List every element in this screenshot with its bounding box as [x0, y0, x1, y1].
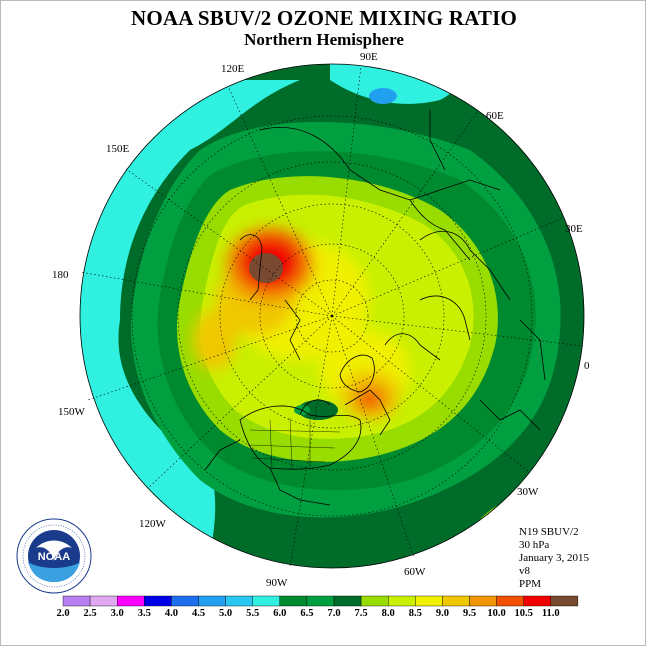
color-tick-label: 11.0	[541, 608, 560, 619]
color-swatch	[388, 595, 416, 607]
color-tick-label: 9.5	[462, 608, 477, 619]
lon-label-90w: 90W	[266, 577, 288, 589]
lon-label-90e: 90E	[360, 51, 378, 63]
color-swatch	[89, 595, 118, 607]
color-tick-label: 5.5	[246, 608, 260, 619]
color-swatch	[144, 595, 172, 607]
color-swatch	[225, 595, 253, 607]
info-block: N19 SBUV/2 30 hPa January 3, 2015 v8 PPM	[519, 526, 589, 591]
color-tick-label: 3.0	[110, 608, 124, 619]
color-swatch	[333, 595, 362, 607]
color-swatch	[469, 595, 497, 607]
lon-label-60w: 60W	[404, 566, 426, 578]
color-swatch	[360, 595, 389, 607]
color-tick-label: 6.0	[273, 608, 287, 619]
map-subtitle: Northern Hemisphere	[244, 30, 404, 49]
color-tick-label: 4.0	[164, 608, 178, 619]
noaa-logo: NOAA	[16, 518, 92, 594]
lon-label-150w: 150W	[58, 406, 85, 418]
color-tick-label: 4.5	[191, 608, 206, 619]
lon-label-30e: 30E	[565, 223, 583, 235]
field-max-spot	[249, 253, 283, 283]
color-tick-label: 10.0	[487, 608, 506, 619]
coastlines	[204, 110, 546, 506]
color-tick-label: 9.0	[435, 608, 449, 619]
lon-label-150e: 150E	[106, 143, 130, 155]
color-swatch	[496, 595, 524, 607]
color-swatch	[442, 595, 470, 607]
info-level: 30 hPa	[519, 539, 550, 551]
color-tick-label: 3.5	[137, 608, 151, 619]
color-tick-label: 7.5	[354, 608, 368, 619]
color-tick-label: 6.5	[300, 608, 314, 619]
info-version: v8	[519, 565, 530, 577]
color-tick-label: 2.5	[83, 608, 97, 619]
map-title: NOAA SBUV/2 OZONE MIXING RATIO	[131, 6, 517, 30]
lon-label-60e: 60E	[486, 110, 504, 122]
color-swatch	[550, 595, 579, 607]
color-swatch	[415, 595, 443, 607]
field-blue-spot	[369, 88, 397, 104]
color-swatch	[306, 595, 335, 607]
info-satellite: N19 SBUV/2	[519, 526, 579, 538]
color-tick-label: 8.5	[408, 608, 422, 619]
color-swatch	[62, 595, 91, 607]
color-swatch	[523, 595, 552, 607]
info-units: PPM	[519, 578, 542, 590]
color-tick-label: 10.5	[514, 608, 533, 619]
color-tick-label: 5.0	[219, 608, 233, 619]
lon-label-0: 0	[584, 360, 590, 372]
info-date: January 3, 2015	[519, 552, 589, 564]
lon-label-120e: 120E	[221, 63, 245, 75]
field-dark-spot-hudson	[298, 400, 338, 420]
lon-label-120w: 120W	[139, 518, 166, 530]
state-borders	[247, 417, 341, 471]
graticule	[79, 65, 584, 567]
logo-text: NOAA	[38, 551, 70, 563]
color-swatch	[116, 595, 145, 607]
color-tick-label: 8.0	[381, 608, 395, 619]
lon-label-180: 180	[52, 269, 69, 281]
lon-label-30w: 30W	[517, 486, 539, 498]
color-tick-label: 7.0	[327, 608, 341, 619]
color-swatch	[198, 595, 226, 607]
color-tick-label: 2.0	[56, 608, 70, 619]
color-swatch	[279, 595, 308, 607]
color-swatch	[171, 595, 199, 607]
color-swatch	[252, 595, 280, 607]
map-boundary	[79, 63, 585, 569]
